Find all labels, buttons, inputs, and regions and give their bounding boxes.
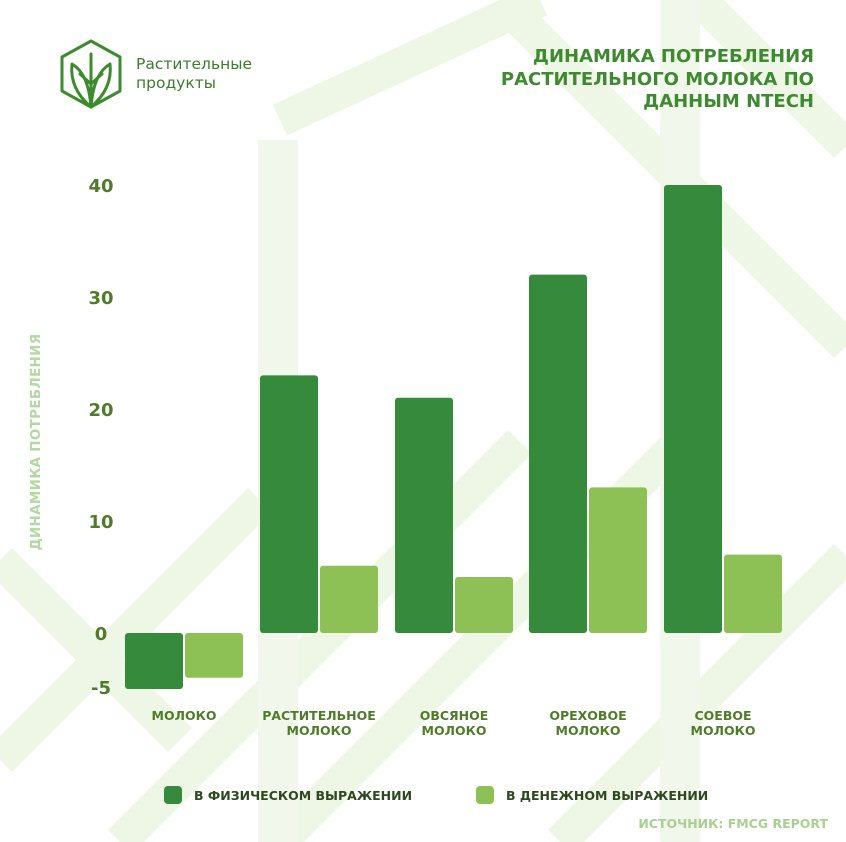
source-note: ИСТОЧНИК: FMCG REPORT	[638, 816, 828, 831]
legend-label-physical: В ФИЗИЧЕСКОМ ВЫРАЖЕНИИ	[194, 787, 413, 803]
legend-swatch-money	[476, 786, 494, 804]
brand-name: Растительные продукты	[136, 55, 252, 93]
brand-logo-icon	[60, 39, 122, 109]
bar-money	[455, 577, 513, 633]
x-category-label: ОВСЯНОЕ МОЛОКО	[420, 708, 489, 738]
bar-physical	[664, 185, 722, 633]
y-tick-label: -5	[91, 678, 111, 699]
legend-label-money: В ДЕНЕЖНОМ ВЫРАЖЕНИИ	[506, 787, 709, 803]
y-tick-label: 20	[88, 400, 113, 421]
x-category-label: СОЕВОЕ МОЛОКО	[691, 708, 756, 738]
chart-title: ДИНАМИКА ПОТРЕБЛЕНИЯ РАСТИТЕЛЬНОГО МОЛОК…	[501, 46, 814, 114]
bar-money	[724, 554, 782, 633]
title-line-2: РАСТИТЕЛЬНОГО МОЛОКА ПО	[500, 68, 814, 90]
brand-line-1: Растительные	[136, 55, 252, 73]
x-category-label: РАСТИТЕЛЬНОЕ МОЛОКО	[262, 708, 376, 738]
y-tick-label: 0	[95, 624, 108, 645]
bar-money	[320, 565, 378, 633]
y-tick-label: 40	[88, 176, 113, 197]
bar-money	[185, 633, 243, 678]
bar-physical	[260, 375, 318, 633]
x-category-label: МОЛОКО	[152, 708, 217, 723]
title-line-1: ДИНАМИКА ПОТРЕБЛЕНИЯ	[532, 46, 814, 67]
bar-physical	[125, 633, 183, 689]
y-tick-label: 30	[88, 288, 113, 309]
x-category-label: ОРЕХОВОЕ МОЛОКО	[549, 708, 626, 738]
legend-swatch-physical	[164, 786, 182, 804]
legend-item-physical: В ФИЗИЧЕСКОМ ВЫРАЖЕНИИ	[164, 786, 412, 804]
title-line-3: ДАННЫМ NTECH	[643, 91, 814, 112]
legend-item-money: В ДЕНЕЖНОМ ВЫРАЖЕНИИ	[476, 786, 708, 804]
brand-line-2: продукты	[136, 74, 216, 92]
y-tick-label: 10	[88, 512, 113, 533]
bar-physical	[395, 397, 453, 633]
bar-money	[589, 487, 647, 633]
bar-physical	[529, 274, 587, 633]
